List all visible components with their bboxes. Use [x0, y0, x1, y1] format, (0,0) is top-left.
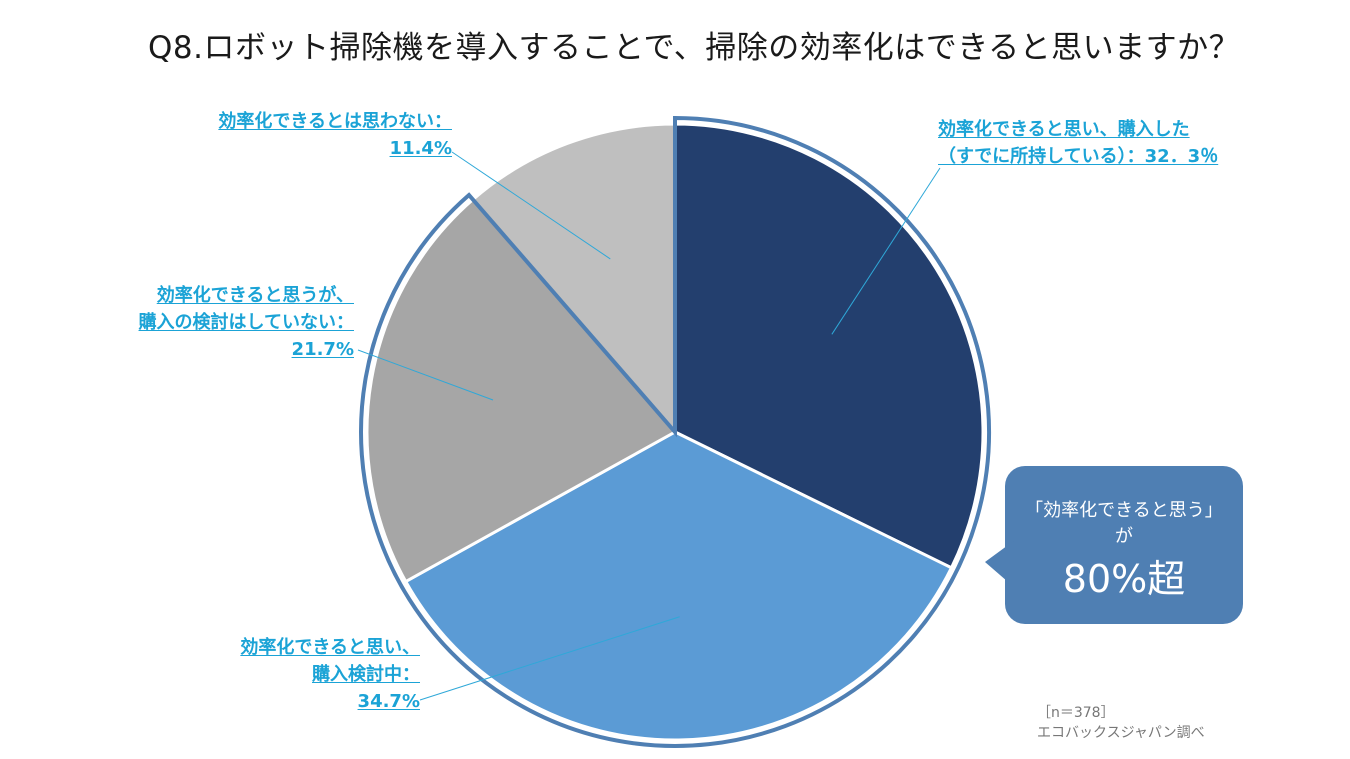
callout-pointer	[985, 540, 1015, 588]
source-org: エコバックスジャパン調べ	[1037, 725, 1205, 741]
callout-box: 「効率化できると思う」 が 80%超	[1005, 466, 1243, 624]
slice-label-considering: 効率化できると思い、 購入検討中： 34.7%	[240, 637, 420, 712]
slice-label-not-considering: 効率化できると思うが、 購入の検討はしていない： 21.7%	[138, 285, 354, 360]
highlight-outline-80pct	[359, 115, 991, 748]
slice-not-considering	[365, 197, 678, 584]
sample-size: ［n＝378］	[1037, 705, 1115, 721]
callout-line1: 「効率化できると思う」	[1025, 500, 1223, 521]
source-note: ［n＝378］ エコバックスジャパン調べ	[1037, 703, 1205, 743]
callout-line2: が	[1115, 526, 1133, 547]
slice-considering	[403, 430, 954, 742]
chart-title: Q8.ロボット掃除機を導入することで、掃除の効率化はできると思いますか？	[148, 30, 1241, 66]
leader-line-considering	[419, 616, 680, 701]
leader-line-not-considering	[357, 349, 494, 401]
slice-purchased	[673, 122, 985, 570]
slice-label-purchased: 効率化できると思い、購入した （すでに所持している）：32．3％	[938, 119, 1219, 167]
callout-line3: 80%超	[1062, 557, 1186, 601]
leader-line-purchased	[831, 167, 941, 335]
slice-not-efficient	[470, 122, 677, 437]
slice-label-not-efficient: 効率化できるとは思わない： 11.4%	[218, 111, 452, 159]
leader-line-not-efficient	[451, 151, 611, 260]
